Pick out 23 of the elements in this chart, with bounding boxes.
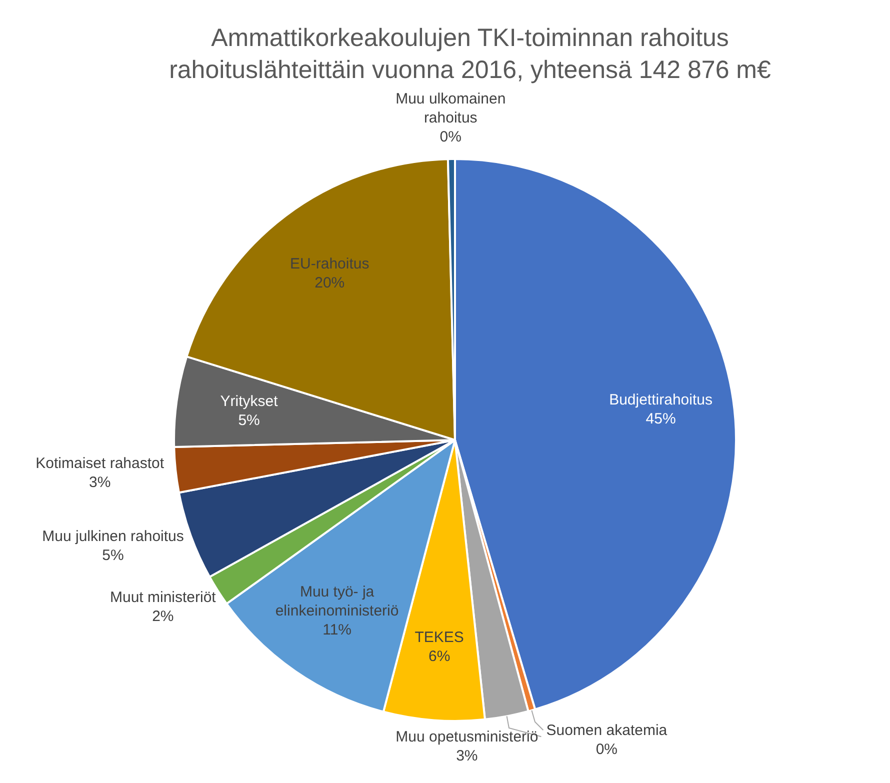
slice-label: TEKES xyxy=(414,628,464,646)
slice-label: Suomen akatemia xyxy=(546,722,668,739)
data-label: 6% xyxy=(428,648,450,665)
slice-label: Kotimaiset rahastot xyxy=(36,454,165,472)
slice-label: EU-rahoitus xyxy=(290,256,370,273)
slice-label: Muu julkinen rahoitus xyxy=(42,528,184,546)
slice-label: Yritykset xyxy=(220,392,279,410)
data-label: 11% xyxy=(322,621,352,638)
data-label: 0% xyxy=(596,740,618,758)
slice-label: Muu työ- ja elinkeinoministeriö xyxy=(275,583,399,620)
slice-label: Muu opetusministeriö xyxy=(396,728,538,746)
data-label: 3% xyxy=(88,474,111,491)
data-label: 0% xyxy=(440,128,462,146)
data-label: 20% xyxy=(314,274,345,292)
data-label: 2% xyxy=(152,608,174,625)
data-label: 45% xyxy=(646,410,676,428)
data-label: 5% xyxy=(238,412,260,429)
chart-title: Ammattikorkeakoulujen TKI-toiminnan rahoitus rahoituslähteittäin vuonna 2016, yhteensä 142 876 m€ xyxy=(168,23,772,86)
slice-label: Muu ulkomainen rahoitus xyxy=(396,90,506,127)
data-label: 3% xyxy=(456,747,478,764)
data-label: 5% xyxy=(102,547,124,564)
slice-label: Muut ministeriöt xyxy=(110,588,217,606)
slice-label: Budjettirahoitus xyxy=(609,392,712,409)
